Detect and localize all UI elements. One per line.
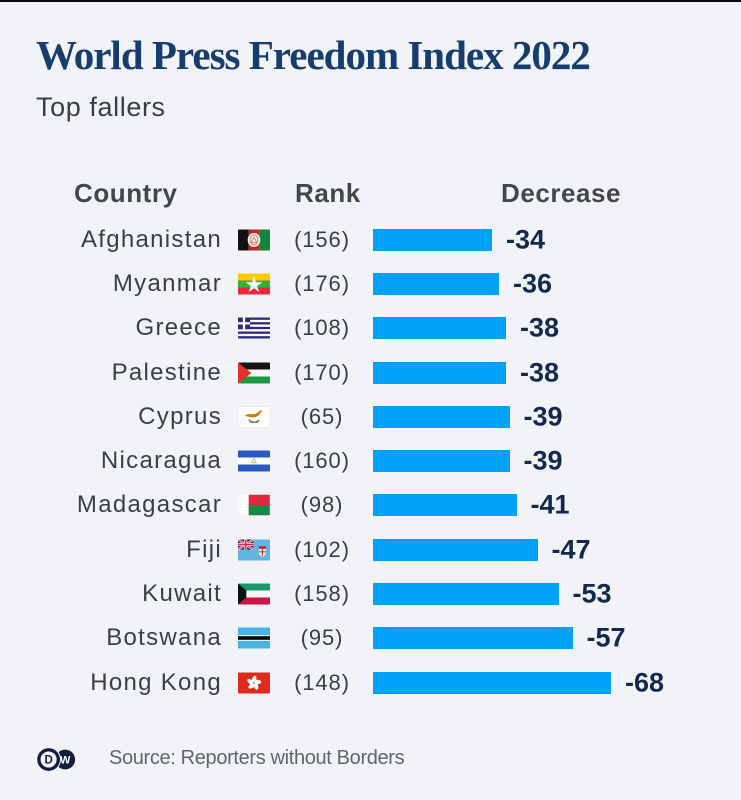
svg-text:D: D bbox=[45, 755, 53, 767]
svg-text:W: W bbox=[60, 754, 71, 766]
